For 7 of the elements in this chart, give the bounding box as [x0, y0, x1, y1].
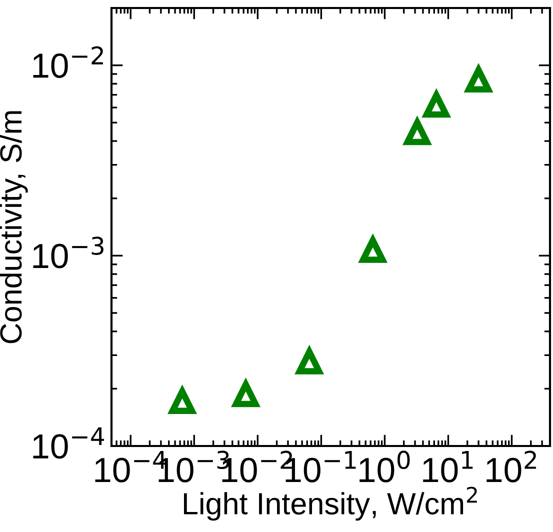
y-tick-label: 10$^{−3}$: [33, 236, 104, 268]
y-tick-label: 10$^{−2}$: [33, 46, 103, 78]
x-tick-label: 10$^{2}$: [486, 450, 536, 482]
x-tick-label: 10$^{1}$: [423, 451, 473, 482]
y-tick-label: 10$^{−4}$: [33, 427, 104, 459]
x-tick-label: 10$^{0}$: [360, 450, 410, 482]
x-axis-title: Light Intensity, W/cm$^{2}$: [184, 486, 477, 521]
